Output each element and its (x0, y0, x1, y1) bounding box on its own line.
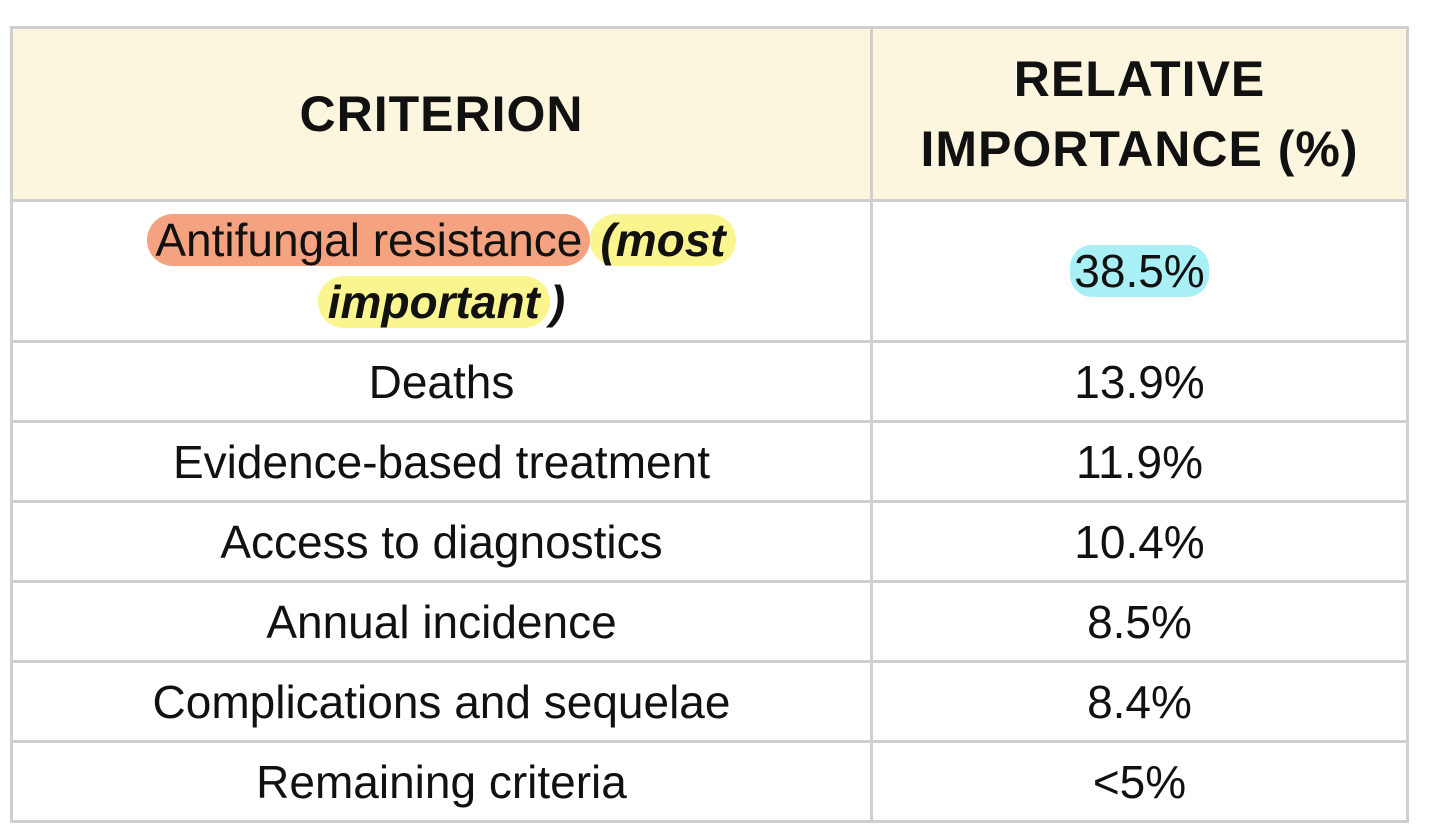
criterion-cell: Access to diagnostics (10, 500, 873, 583)
note-important: important (327, 276, 540, 328)
criterion-cell: Deaths (10, 340, 873, 423)
note-close-paren: ) (549, 276, 566, 328)
header-importance-line1: RELATIVE (1013, 51, 1266, 107)
header-relative-importance: RELATIVE IMPORTANCE (%) (870, 26, 1409, 202)
criterion-cell: Complications and sequelae (10, 660, 873, 743)
table-row: Deaths 13.9% (10, 340, 1409, 423)
criterion-cell: Annual incidence (10, 580, 873, 663)
header-criterion-label: CRITERION (299, 86, 584, 142)
importance-cell: 8.4% (870, 660, 1409, 743)
header-row: CRITERION RELATIVE IMPORTANCE (%) (10, 26, 1409, 202)
table-row: Evidence-based treatment 11.9% (10, 420, 1409, 503)
table-row: Antifungal resistance (most important) 38.… (10, 199, 1409, 343)
criterion-cell: Remaining criteria (10, 740, 873, 823)
importance-cell: 10.4% (870, 500, 1409, 583)
criterion-cell: Antifungal resistance (most important) (10, 199, 873, 343)
table-row: Complications and sequelae 8.4% (10, 660, 1409, 743)
table-row: Access to diagnostics 10.4% (10, 500, 1409, 583)
highlight-value-38-5: 38.5% (1070, 245, 1209, 297)
criterion-antifungal-resistance: Antifungal resistance (most important) (23, 209, 860, 333)
highlight-antifungal-resistance: Antifungal resistance (147, 214, 591, 266)
table-row: Annual incidence 8.5% (10, 580, 1409, 663)
importance-cell: <5% (870, 740, 1409, 823)
note-most: (most (600, 214, 726, 266)
header-importance-line2: IMPORTANCE (%) (920, 121, 1359, 177)
importance-cell: 8.5% (870, 580, 1409, 663)
criteria-importance-table: CRITERION RELATIVE IMPORTANCE (%) Antifu… (10, 26, 1409, 823)
criterion-cell: Evidence-based treatment (10, 420, 873, 503)
importance-table-container: CRITERION RELATIVE IMPORTANCE (%) Antifu… (10, 26, 1409, 823)
importance-cell: 13.9% (870, 340, 1409, 423)
importance-cell: 11.9% (870, 420, 1409, 503)
table-row: Remaining criteria <5% (10, 740, 1409, 823)
header-criterion: CRITERION (10, 26, 873, 202)
importance-cell: 38.5% (870, 199, 1409, 343)
